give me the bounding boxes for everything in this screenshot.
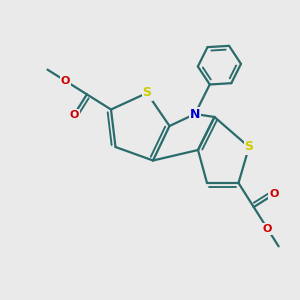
Text: S: S: [142, 86, 152, 100]
Text: O: O: [269, 189, 279, 199]
Text: O: O: [263, 224, 272, 234]
Text: O: O: [69, 110, 79, 120]
Text: S: S: [244, 140, 253, 154]
Text: N: N: [190, 107, 200, 121]
Text: O: O: [61, 76, 70, 86]
